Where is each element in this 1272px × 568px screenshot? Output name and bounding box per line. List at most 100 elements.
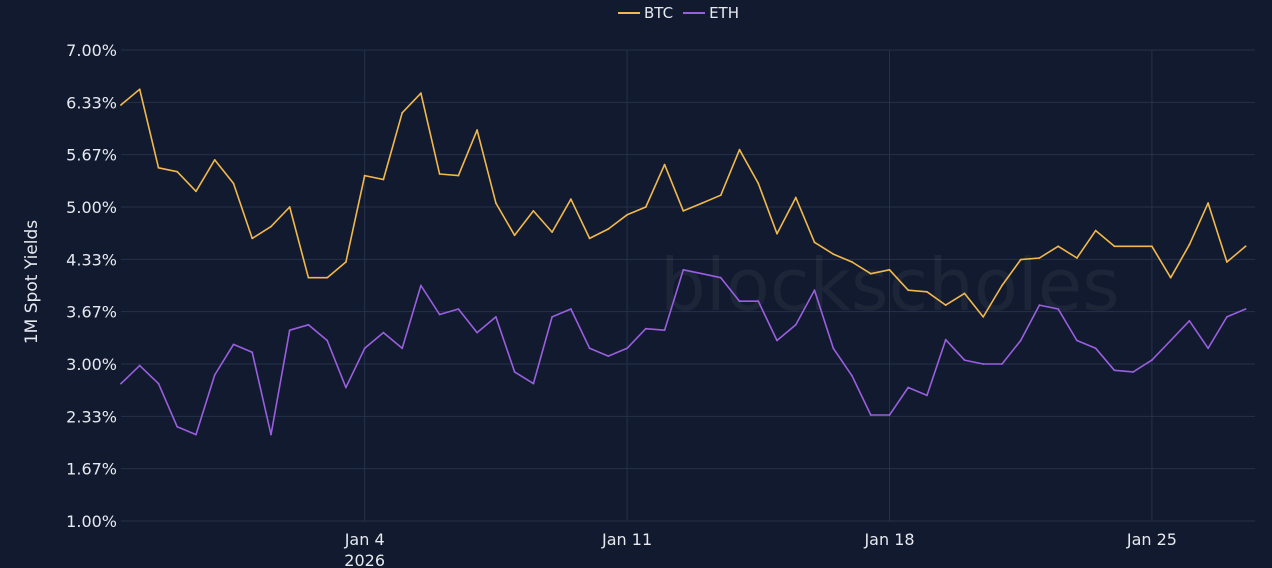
data-point-eth xyxy=(401,347,404,350)
data-point-btc xyxy=(663,163,666,166)
data-point-btc xyxy=(1151,245,1153,248)
data-point-eth xyxy=(532,382,535,385)
y-tick-label: 4.33% xyxy=(66,250,117,269)
data-point-btc xyxy=(513,234,516,237)
data-point-eth xyxy=(1094,347,1097,350)
x-tick-label: Jan 25 xyxy=(1126,530,1177,549)
data-point-eth xyxy=(551,316,554,318)
data-point-btc xyxy=(719,194,722,197)
data-point-btc xyxy=(869,272,872,275)
series-lines xyxy=(120,88,1247,436)
data-point-btc xyxy=(569,198,572,201)
x-tick-label: Jan 18 xyxy=(863,530,914,549)
data-point-eth xyxy=(776,339,778,342)
data-point-btc xyxy=(907,289,910,292)
data-point-eth xyxy=(682,268,685,271)
data-point-eth xyxy=(607,355,610,358)
data-point-eth xyxy=(288,329,291,332)
data-point-btc xyxy=(701,202,703,204)
data-point-btc xyxy=(1094,229,1097,232)
data-point-btc xyxy=(232,182,235,185)
y-tick-label: 5.00% xyxy=(66,198,117,217)
y-tick-label: 1.67% xyxy=(66,460,117,479)
data-point-eth xyxy=(457,308,460,310)
data-point-btc xyxy=(532,210,535,212)
x-tick-sublabel: 2026 xyxy=(344,551,385,568)
data-point-btc xyxy=(213,159,216,161)
data-point-btc xyxy=(476,129,479,131)
y-axis-label: 1M Spot Yields xyxy=(22,219,42,345)
data-point-btc xyxy=(438,173,441,175)
data-point-eth xyxy=(138,364,141,367)
data-point-btc xyxy=(757,182,760,185)
data-point-btc xyxy=(888,268,891,271)
data-point-eth xyxy=(1207,347,1210,350)
data-point-eth xyxy=(1132,370,1135,373)
y-tick-label: 2.33% xyxy=(66,407,117,426)
data-point-eth xyxy=(907,386,910,389)
data-point-eth xyxy=(157,382,160,385)
data-point-btc xyxy=(363,174,366,177)
data-point-eth xyxy=(270,433,272,436)
legend: BTC ETH xyxy=(618,4,739,22)
data-point-btc xyxy=(926,290,928,293)
data-point-btc xyxy=(551,231,554,234)
data-point-eth xyxy=(944,338,947,341)
data-point-btc xyxy=(944,304,947,307)
y-tick-label: 3.67% xyxy=(66,303,117,322)
data-point-eth xyxy=(382,331,385,334)
data-point-btc xyxy=(588,237,591,240)
y-tick-label: 3.00% xyxy=(66,355,117,374)
data-point-eth xyxy=(307,323,310,326)
data-point-btc xyxy=(1244,245,1247,248)
legend-label: ETH xyxy=(709,4,739,22)
data-point-eth xyxy=(1244,308,1247,310)
data-point-eth xyxy=(1057,308,1060,310)
legend-item-eth[interactable]: ETH xyxy=(683,4,739,22)
data-point-eth xyxy=(1019,339,1022,342)
data-point-eth xyxy=(851,374,853,377)
eth-swatch xyxy=(683,12,706,14)
data-point-eth xyxy=(963,359,966,361)
data-point-btc xyxy=(738,148,741,151)
data-point-btc xyxy=(1207,202,1210,204)
data-point-eth xyxy=(1076,339,1078,342)
data-point-eth xyxy=(438,313,441,316)
legend-item-btc[interactable]: BTC xyxy=(618,4,673,22)
data-point-btc xyxy=(176,170,179,173)
data-point-eth xyxy=(644,327,647,330)
data-point-btc xyxy=(776,232,778,235)
data-point-btc xyxy=(457,174,460,177)
data-point-eth xyxy=(1038,304,1041,307)
data-point-eth xyxy=(1188,319,1191,322)
y-tick-label: 5.67% xyxy=(66,146,117,165)
data-point-eth xyxy=(1169,339,1172,342)
data-point-eth xyxy=(1225,316,1228,318)
data-point-eth xyxy=(232,343,235,346)
data-point-eth xyxy=(195,433,197,436)
data-point-eth xyxy=(176,425,179,428)
data-point-btc xyxy=(982,316,985,318)
y-tick-label: 1.00% xyxy=(66,512,117,531)
data-point-btc xyxy=(270,225,272,228)
data-point-btc xyxy=(420,92,422,95)
data-point-btc xyxy=(1169,276,1172,279)
data-point-btc xyxy=(494,202,497,204)
y-tick-label: 6.33% xyxy=(66,93,117,112)
data-point-btc xyxy=(251,237,254,240)
data-point-btc xyxy=(401,111,404,114)
y-axis-ticks: 1.00% 1.67% 2.33% 3.00% 3.67% 4.33% 5.00% 5.67%… xyxy=(66,41,117,531)
data-point-eth xyxy=(832,347,835,350)
data-point-eth xyxy=(326,339,329,342)
data-point-btc xyxy=(345,261,347,263)
data-point-eth xyxy=(701,272,703,275)
data-point-eth xyxy=(982,363,985,365)
data-point-eth xyxy=(345,386,347,389)
data-point-eth xyxy=(813,289,816,292)
data-point-btc xyxy=(832,253,835,256)
data-point-eth xyxy=(757,300,760,303)
data-point-btc xyxy=(288,206,291,208)
data-point-btc xyxy=(1001,284,1003,287)
data-point-btc xyxy=(1076,257,1078,259)
data-point-btc xyxy=(1132,245,1135,248)
